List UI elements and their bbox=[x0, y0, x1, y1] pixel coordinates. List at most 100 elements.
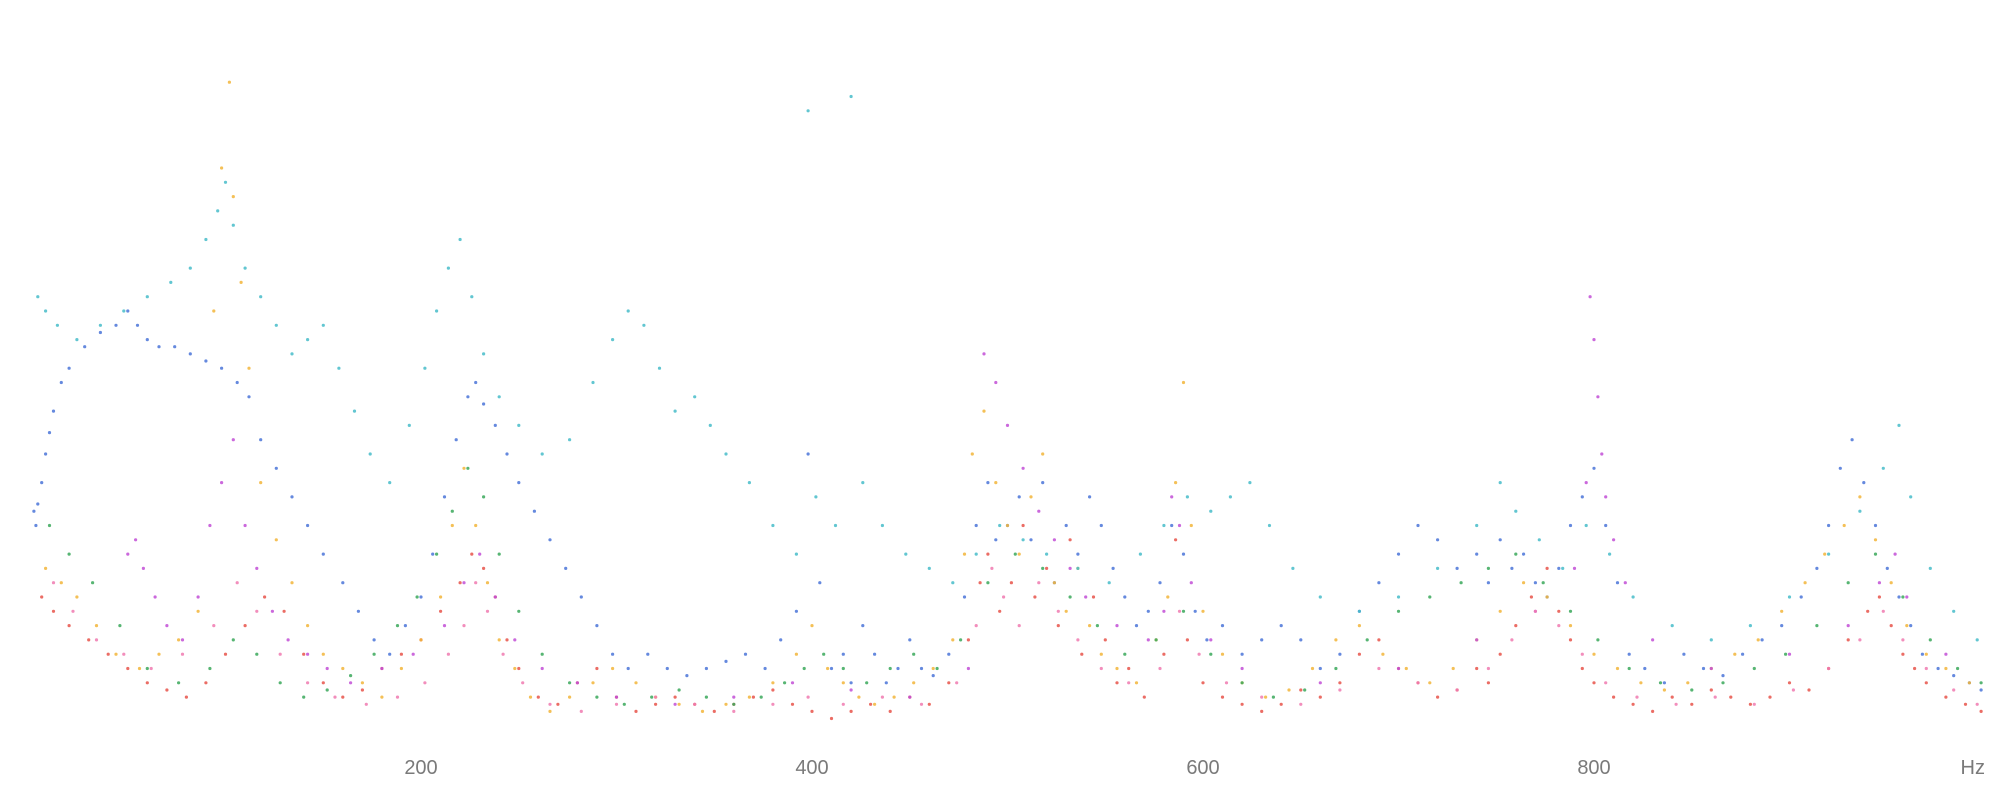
data-point bbox=[994, 380, 998, 385]
data-point bbox=[1177, 523, 1182, 528]
data-point bbox=[1729, 695, 1733, 699]
data-point bbox=[231, 438, 235, 442]
data-point bbox=[1580, 495, 1584, 499]
data-point bbox=[1592, 338, 1596, 342]
data-point bbox=[153, 595, 157, 599]
data-point bbox=[1615, 581, 1620, 585]
data-point bbox=[614, 702, 619, 706]
data-point bbox=[1240, 702, 1244, 706]
data-point bbox=[1807, 688, 1811, 692]
data-point bbox=[1299, 638, 1303, 642]
data-point bbox=[145, 681, 149, 685]
data-point bbox=[673, 409, 677, 413]
data-point bbox=[1029, 538, 1033, 542]
data-point bbox=[1858, 638, 1862, 642]
data-point bbox=[732, 709, 736, 714]
data-point bbox=[1885, 566, 1889, 571]
data-point bbox=[763, 666, 767, 671]
data-point bbox=[59, 581, 63, 585]
data-point bbox=[1107, 581, 1111, 585]
data-point bbox=[259, 438, 263, 442]
data-point bbox=[1451, 666, 1455, 671]
data-point bbox=[208, 523, 212, 528]
data-point bbox=[540, 666, 544, 671]
data-point bbox=[974, 552, 978, 556]
data-point bbox=[223, 180, 228, 184]
data-point bbox=[423, 681, 427, 685]
data-point bbox=[337, 366, 341, 370]
data-point bbox=[1584, 523, 1588, 528]
data-point bbox=[517, 481, 521, 485]
data-point bbox=[356, 609, 360, 613]
data-point bbox=[568, 438, 572, 442]
data-point bbox=[306, 523, 310, 528]
data-point bbox=[1709, 638, 1713, 642]
data-point bbox=[270, 609, 274, 613]
data-point bbox=[204, 681, 208, 685]
data-point bbox=[849, 688, 853, 692]
data-point bbox=[931, 666, 935, 671]
data-point bbox=[1760, 638, 1764, 642]
data-point bbox=[1975, 702, 1979, 706]
data-point bbox=[575, 681, 580, 685]
data-point bbox=[1514, 509, 1518, 513]
data-point bbox=[1627, 652, 1631, 656]
data-point bbox=[67, 366, 71, 370]
data-point bbox=[220, 481, 224, 485]
data-point bbox=[235, 581, 239, 585]
data-point bbox=[904, 552, 908, 556]
data-point bbox=[1787, 595, 1792, 599]
data-point bbox=[626, 309, 630, 313]
data-point bbox=[826, 666, 830, 671]
data-point bbox=[1924, 681, 1928, 685]
data-point bbox=[1068, 566, 1072, 571]
data-point bbox=[1514, 624, 1518, 628]
data-point bbox=[1568, 609, 1573, 613]
data-point bbox=[857, 695, 861, 699]
data-point bbox=[360, 681, 364, 685]
data-point bbox=[982, 409, 986, 413]
data-point bbox=[1142, 695, 1146, 699]
data-point bbox=[1952, 688, 1956, 692]
data-point bbox=[1510, 638, 1514, 642]
data-point bbox=[431, 552, 435, 556]
data-point bbox=[974, 624, 978, 628]
data-point bbox=[1522, 552, 1526, 556]
data-point bbox=[482, 566, 486, 571]
data-point bbox=[1670, 695, 1674, 699]
data-point bbox=[1080, 652, 1084, 656]
data-point bbox=[188, 266, 192, 270]
data-point bbox=[137, 666, 142, 671]
data-point bbox=[106, 652, 110, 656]
data-point bbox=[1436, 566, 1440, 571]
data-point bbox=[1428, 595, 1432, 599]
data-point bbox=[1185, 495, 1189, 499]
data-point bbox=[1162, 652, 1166, 656]
data-point bbox=[59, 380, 63, 385]
data-point bbox=[278, 652, 282, 656]
data-point bbox=[1748, 702, 1752, 706]
data-point bbox=[34, 523, 38, 528]
series-2 bbox=[44, 80, 1971, 714]
data-point bbox=[978, 581, 982, 585]
data-point bbox=[44, 309, 48, 313]
data-point bbox=[482, 352, 486, 356]
data-point bbox=[290, 352, 294, 356]
data-point bbox=[1596, 638, 1600, 642]
data-point bbox=[51, 409, 56, 413]
data-point bbox=[1787, 652, 1792, 656]
data-point bbox=[1752, 702, 1756, 706]
data-point bbox=[478, 552, 482, 556]
data-point bbox=[442, 624, 447, 628]
data-point bbox=[994, 481, 998, 485]
data-point bbox=[1436, 695, 1440, 699]
data-point bbox=[1674, 702, 1678, 706]
data-point bbox=[568, 681, 572, 685]
data-point bbox=[1686, 681, 1690, 685]
series-1 bbox=[40, 523, 1983, 721]
data-point bbox=[1612, 695, 1616, 699]
data-point bbox=[1979, 688, 1983, 692]
data-point bbox=[439, 609, 443, 613]
data-point bbox=[1557, 624, 1561, 628]
